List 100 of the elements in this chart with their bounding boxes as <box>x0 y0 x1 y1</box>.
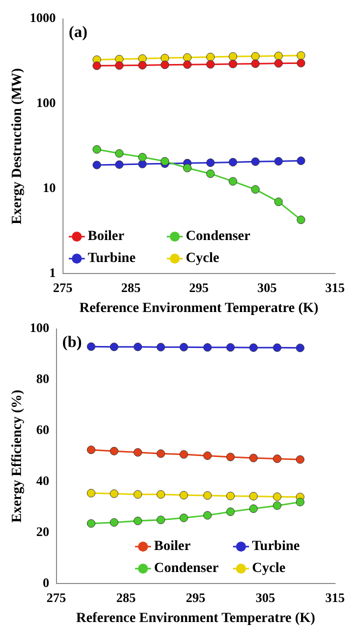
point <box>110 518 118 527</box>
point <box>86 342 96 351</box>
point <box>86 488 96 498</box>
point <box>251 52 260 61</box>
point <box>296 156 306 166</box>
point <box>272 454 282 463</box>
point <box>134 490 142 499</box>
point <box>296 455 304 464</box>
point <box>160 60 170 70</box>
point <box>249 492 258 500</box>
point <box>156 449 166 458</box>
legend-label: Condenser <box>186 229 250 244</box>
point <box>134 516 142 526</box>
point <box>156 516 166 524</box>
point <box>272 501 282 510</box>
point <box>92 160 102 170</box>
point <box>228 52 238 61</box>
point <box>134 342 142 352</box>
point <box>183 53 192 62</box>
point <box>226 343 235 352</box>
point <box>110 446 118 456</box>
point <box>249 343 258 352</box>
legend-label: Cycle <box>252 561 286 576</box>
y-tick-label: 40 <box>36 473 50 488</box>
x-tick-label: 305 <box>256 590 276 605</box>
point <box>138 160 147 168</box>
point <box>226 452 235 462</box>
y-tick-label: 1 <box>49 264 56 280</box>
point <box>183 60 192 69</box>
point <box>180 490 188 500</box>
point <box>180 514 188 522</box>
x-tick-label: 285 <box>116 590 136 605</box>
point <box>296 216 306 224</box>
point <box>86 446 96 454</box>
point <box>249 454 258 462</box>
y-tick-label: 60 <box>36 422 50 438</box>
point <box>110 342 118 352</box>
point <box>226 507 235 516</box>
point <box>92 62 102 70</box>
point <box>115 149 124 158</box>
x-axis-title: Reference Environment Temperatre (K) <box>76 611 316 626</box>
point <box>251 59 260 68</box>
point <box>274 52 283 60</box>
y-tick-label: 10 <box>42 180 56 196</box>
x-tick-label: 315 <box>325 590 346 605</box>
point <box>203 491 212 500</box>
point <box>203 343 212 352</box>
legend-label: Boiler <box>88 229 124 244</box>
x-tick-label: 295 <box>189 280 210 295</box>
point <box>138 60 147 70</box>
x-tick-label: 275 <box>53 280 74 295</box>
point <box>206 60 215 69</box>
x-tick-label: 295 <box>186 590 206 605</box>
point <box>203 511 212 520</box>
legend-label: Boiler <box>154 539 191 554</box>
y-tick-label: 100 <box>30 320 50 336</box>
point <box>115 61 124 70</box>
y-tick-label: 20 <box>36 524 50 539</box>
point <box>272 343 282 352</box>
y-axis-title: Exergy Destruction (MW) <box>10 68 26 224</box>
legend-label: Turbine <box>252 539 300 554</box>
point <box>203 451 212 460</box>
point <box>274 59 283 68</box>
point <box>115 160 124 169</box>
x-tick-label: 315 <box>325 280 346 295</box>
point <box>156 342 166 352</box>
legend-label: Turbine <box>88 251 136 266</box>
x-tick-label: 285 <box>121 280 142 295</box>
point <box>206 158 215 167</box>
y-tick-label: 1000 <box>30 10 56 26</box>
point <box>251 185 260 194</box>
y-axis-title: Exergy Efficiency (%) <box>10 389 26 523</box>
annotation: (a) <box>68 24 88 41</box>
annotation: (b) <box>62 334 82 351</box>
point <box>296 58 306 68</box>
point <box>274 157 283 166</box>
point <box>226 492 235 500</box>
y-tick-label: 100 <box>36 95 56 110</box>
legend-label: Condenser <box>154 561 219 576</box>
point <box>180 450 188 459</box>
point <box>180 342 188 352</box>
point <box>251 157 260 166</box>
legend-label: Cycle <box>186 251 220 266</box>
point <box>228 60 238 68</box>
point <box>228 177 238 186</box>
point <box>206 169 215 178</box>
y-tick-label: 80 <box>36 371 50 386</box>
point <box>92 145 102 154</box>
point <box>156 490 166 499</box>
point <box>272 492 282 501</box>
x-tick-label: 275 <box>46 590 67 605</box>
x-axis-title: Reference Environment Temperatre (K) <box>79 301 319 316</box>
point <box>183 164 192 172</box>
x-tick-label: 305 <box>257 280 278 295</box>
point <box>274 198 283 206</box>
point <box>296 51 306 60</box>
point <box>296 498 304 506</box>
point <box>138 152 147 162</box>
point <box>160 54 170 62</box>
point <box>110 489 118 498</box>
